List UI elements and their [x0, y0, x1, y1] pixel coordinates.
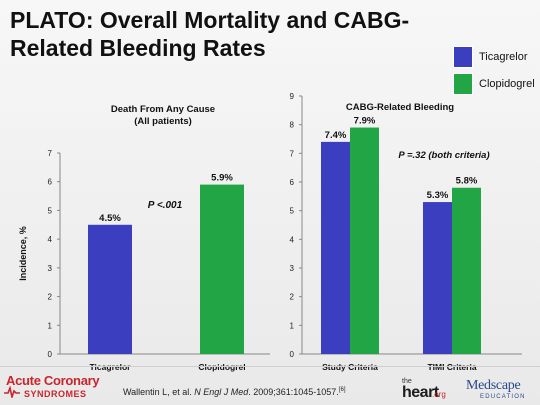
legend-swatch-ticagrelor: [453, 46, 473, 68]
chart2-bar-ticagrelor: [321, 141, 350, 354]
chart2-data-label: 5.3%: [427, 190, 449, 201]
chart2-y-tick-label: 2: [290, 293, 295, 302]
chart1-x-tick-label: Clopidogrel: [198, 362, 245, 372]
chart1-bar-clopidogrel: [200, 184, 244, 354]
acs-logo-bottom: SYNDROMES: [24, 389, 87, 399]
chart2-x-tick-label: TIMI Criteria: [427, 362, 476, 372]
slide-title: PLATO: Overall Mortality and CABG-Relate…: [10, 7, 410, 61]
chart2-y-tick-label: 0: [290, 350, 295, 359]
theheart-logo-big: heart: [402, 384, 439, 401]
chart1-data-label: 4.5%: [99, 213, 121, 224]
chart1-bar-ticagrelor: [88, 224, 132, 354]
citation-details: . 2009;361:1045-1057.: [248, 387, 339, 397]
theheart-logo: the heart .org: [402, 378, 458, 402]
chart1-y-tick-label: 5: [48, 206, 53, 215]
legend-item-ticagrelor: Ticagrelor: [453, 46, 540, 70]
chart2-y-tick-label: 5: [290, 207, 295, 216]
medscape-logo-sub: EDUCATION: [480, 394, 526, 400]
chart1-y-tick-label: 4: [48, 235, 53, 244]
chart1-y-tick-label: 1: [48, 321, 53, 330]
chart2-y-tick-label: 1: [290, 321, 295, 330]
chart2-x-tick-label: Study Criteria: [322, 362, 378, 372]
theheart-logo-org: .org: [432, 390, 446, 399]
chart2-annotation: P =.32 (both criteria): [398, 150, 489, 161]
legend-item-clopidogrel: Clopidogrel: [453, 73, 540, 97]
chart2-y-tick-label: 3: [290, 264, 295, 273]
citation-authors: Wallentin L, et al.: [123, 387, 195, 397]
citation-ref: [6]: [338, 387, 346, 393]
chart1-y-tick-label: 2: [48, 293, 53, 302]
chart1-x-tick-label: Ticagrelor: [90, 362, 132, 372]
medscape-logo: Medscape EDUCATION: [466, 378, 538, 402]
chart1-data-label: 5.9%: [211, 173, 233, 184]
chart1-y-axis-label: Incidence, %: [18, 226, 28, 281]
theheart-logo-small: the: [402, 378, 412, 385]
chart2-bar-clopidogrel: [350, 127, 379, 355]
chart1-y-tick-label: 0: [48, 350, 53, 359]
acs-heartbeat-icon: [4, 386, 20, 398]
chart2-y-tick-label: 6: [290, 178, 295, 187]
legend-label-clopidogrel: Clopidogrel: [479, 78, 535, 90]
footer-divider: [0, 366, 540, 367]
chart1-subtitle: (All patients): [134, 116, 192, 127]
chart2-title: CABG-Related Bleeding: [346, 102, 454, 113]
chart2-data-label: 7.9%: [354, 116, 376, 127]
chart1-annotation: P <.001: [148, 200, 183, 211]
chart1-y-tick-label: 6: [48, 178, 53, 187]
legend-swatch-clopidogrel: [453, 73, 473, 95]
legend-label-ticagrelor: Ticagrelor: [479, 51, 528, 63]
chart2-y-tick-label: 9: [290, 92, 295, 101]
acs-logo-top: Acute Coronary: [6, 373, 100, 388]
chart1-title: Death From Any Cause: [111, 104, 215, 115]
chart2-y-tick-label: 7: [290, 149, 295, 158]
chart1-y-tick-label: 7: [48, 149, 53, 158]
chart2-bar-ticagrelor: [423, 202, 452, 354]
chart2-y-tick-label: 8: [290, 121, 295, 130]
citation-journal: N Engl J Med: [194, 387, 249, 397]
citation: Wallentin L, et al. N Engl J Med. 2009;3…: [123, 387, 346, 397]
medscape-logo-text: Medscape: [466, 378, 521, 393]
chart1-y-tick-label: 3: [48, 264, 53, 273]
chart2-data-label: 5.8%: [456, 176, 478, 187]
chart2-y-tick-label: 4: [290, 235, 295, 244]
chart2-data-label: 7.4%: [325, 130, 347, 141]
chart2-bar-clopidogrel: [452, 187, 481, 354]
acs-logo: Acute Coronary SYNDROMES: [4, 372, 102, 402]
